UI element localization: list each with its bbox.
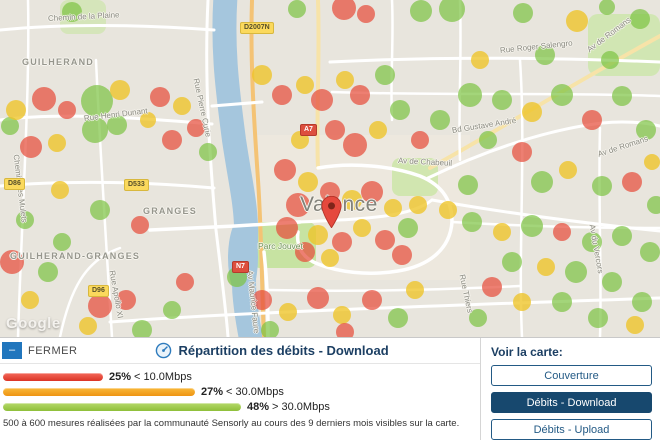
panel-title-group: Répartition des débits - Download	[155, 342, 389, 359]
legend-label: 27% < 30.0Mbps	[201, 385, 284, 398]
legend-row-orange: 27% < 30.0Mbps	[3, 384, 480, 399]
fermer-label[interactable]: FERMER	[28, 344, 78, 357]
map-button-debits-download[interactable]: Débits - Download	[491, 392, 652, 413]
legend-section: – FERMER Répartition des débits - Downlo…	[0, 338, 481, 440]
bottom-panel: – FERMER Répartition des débits - Downlo…	[0, 337, 660, 440]
legend-bar-orange	[3, 387, 195, 396]
map-canvas[interactable]: GUILHERANDGUILHERAND-GRANGESGRANGESValen…	[0, 0, 660, 337]
minus-icon: –	[8, 344, 16, 356]
map-selector-section: Voir la carte: Couverture Débits - Downl…	[481, 338, 660, 440]
map-base-tiles	[0, 0, 660, 337]
legend: 25% < 10.0Mbps 27% < 30.0Mbps 48% > 30.0Mbp…	[0, 364, 480, 414]
legend-footnote: 500 à 600 mesures réalisées par la commu…	[3, 418, 460, 429]
google-logo[interactable]: Google	[6, 315, 61, 332]
legend-row-red: 25% < 10.0Mbps	[3, 369, 480, 384]
map-selector-title: Voir la carte:	[491, 345, 563, 359]
legend-label: 25% < 10.0Mbps	[109, 370, 192, 383]
legend-bar-red	[3, 372, 103, 381]
map-button-couverture[interactable]: Couverture	[491, 365, 652, 386]
gauge-icon	[155, 342, 172, 359]
panel-title: Répartition des débits - Download	[178, 343, 389, 358]
panel-header-row: – FERMER Répartition des débits - Downlo…	[0, 338, 480, 364]
collapse-button[interactable]: –	[2, 342, 22, 359]
legend-label: 48% > 30.0Mbps	[247, 400, 330, 413]
map-button-debits-upload[interactable]: Débits - Upload	[491, 419, 652, 440]
legend-bar-green	[3, 402, 241, 411]
map-pin[interactable]	[321, 196, 342, 228]
legend-row-green: 48% > 30.0Mbps	[3, 399, 480, 414]
